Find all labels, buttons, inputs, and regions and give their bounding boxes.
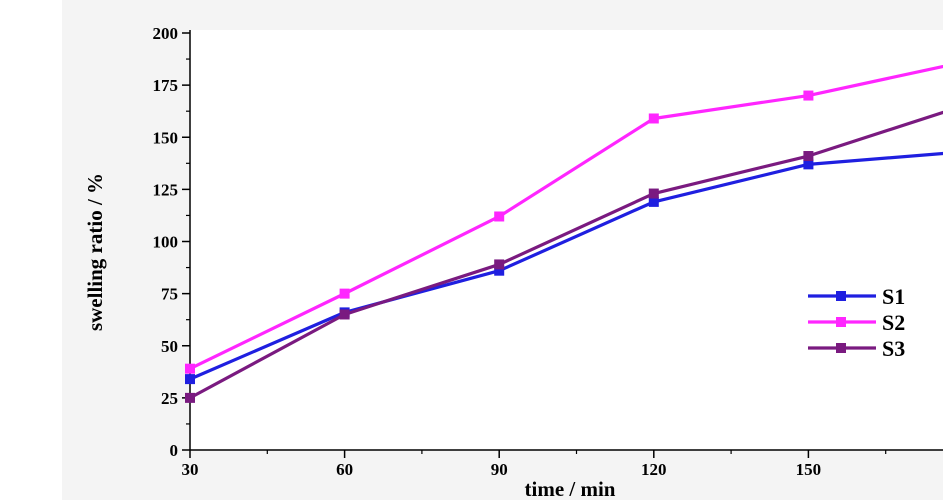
y-tick-label: 100 bbox=[153, 233, 179, 252]
x-tick-label: 150 bbox=[796, 460, 822, 479]
data-point-s1 bbox=[494, 265, 505, 276]
y-tick-label: 25 bbox=[161, 389, 178, 408]
series-line-s2 bbox=[189, 64, 943, 371]
legend-label-s3: S3 bbox=[882, 336, 905, 361]
y-axis-title: swelling ratio / % bbox=[83, 173, 107, 331]
y-tick-label: 150 bbox=[153, 128, 179, 147]
data-point-s1 bbox=[803, 159, 814, 170]
axes: 0 25 50 75 100 125 150 175 200 30 60 90 120 150 bbox=[153, 24, 943, 479]
y-tick-label: 125 bbox=[153, 180, 179, 199]
series-group bbox=[185, 64, 943, 403]
y-tick-label: 200 bbox=[153, 24, 179, 43]
x-tick-label: 30 bbox=[182, 460, 199, 479]
legend-marker-s2 bbox=[836, 317, 846, 327]
data-point-s3 bbox=[494, 259, 505, 270]
legend-marker-s1 bbox=[836, 291, 846, 301]
data-point-s3 bbox=[185, 392, 195, 403]
data-point-s2 bbox=[185, 363, 195, 374]
x-tick-label: 60 bbox=[336, 460, 353, 479]
data-point-s3 bbox=[339, 309, 350, 320]
data-point-s2 bbox=[494, 211, 505, 222]
legend-label-s2: S2 bbox=[882, 310, 905, 335]
data-point-s3 bbox=[803, 151, 814, 162]
y-tick-label: 0 bbox=[170, 441, 179, 460]
y-tick-label: 175 bbox=[153, 76, 179, 95]
x-tick-label: 120 bbox=[641, 460, 667, 479]
data-point-s2 bbox=[339, 288, 350, 299]
data-point-s2 bbox=[648, 113, 659, 124]
data-point-s1 bbox=[185, 374, 195, 385]
x-axis-title: time / min bbox=[525, 477, 616, 500]
series-line-s3 bbox=[189, 110, 943, 400]
data-point-s3 bbox=[648, 188, 659, 199]
data-point-s1 bbox=[648, 196, 659, 207]
x-tick-label: 90 bbox=[491, 460, 508, 479]
y-tick-label: 75 bbox=[161, 285, 178, 304]
series-line-s1 bbox=[189, 151, 943, 381]
legend-marker-s3 bbox=[836, 343, 846, 353]
legend-label-s1: S1 bbox=[882, 284, 905, 309]
y-tick-label: 50 bbox=[161, 337, 178, 356]
data-point-s2 bbox=[803, 90, 814, 101]
